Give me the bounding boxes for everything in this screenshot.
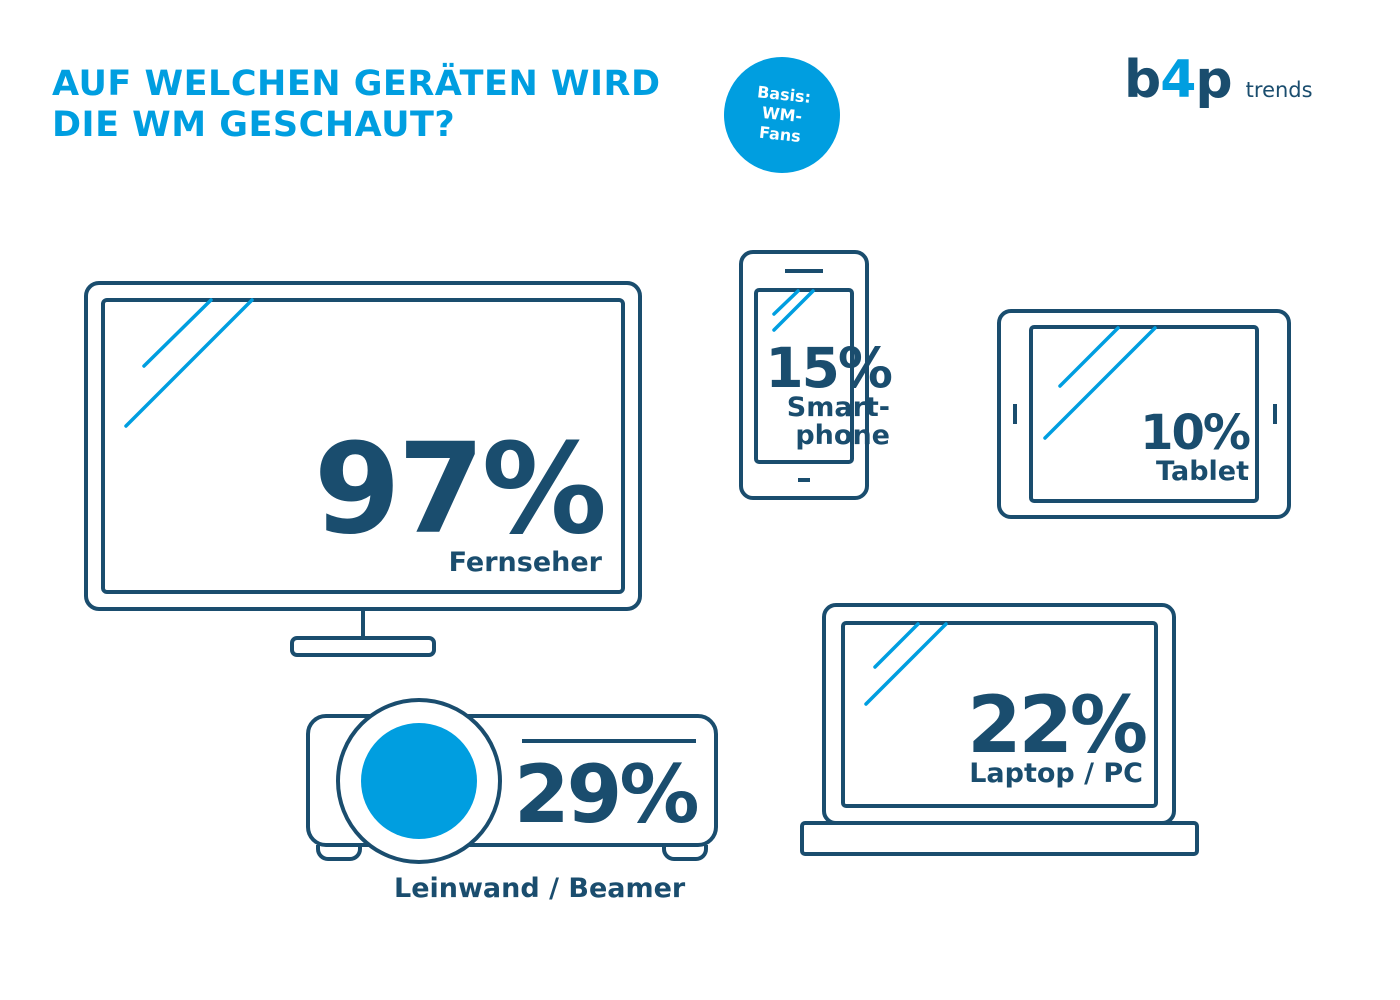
tablet-icon <box>997 309 1291 519</box>
laptop-icon <box>800 603 1199 856</box>
tv-icon <box>84 281 642 657</box>
logo-4: 4 <box>1160 50 1196 110</box>
laptop-label: Laptop / PC <box>969 758 1143 789</box>
tablet-percent: 10% <box>1140 405 1251 461</box>
tv-label: Fernseher <box>448 547 602 578</box>
projector-label: Leinwand / Beamer <box>394 873 686 904</box>
b4p-logo: b4p trends <box>1124 50 1313 120</box>
smartphone-label-line-1: Smart- <box>786 392 890 423</box>
logo-p: p <box>1195 50 1232 110</box>
tv-percent: 97% <box>313 417 607 562</box>
smartphone-icon <box>739 250 869 500</box>
projector-lens <box>361 723 477 839</box>
title-line-2: DIE WM GESCHAUT? <box>52 105 456 145</box>
reflection-lines <box>124 289 1157 706</box>
logo-trends: trends <box>1245 78 1313 102</box>
title-line-1: AUF WELCHEN GERÄTEN WIRD <box>52 64 661 104</box>
laptop-percent: 22% <box>967 681 1148 771</box>
smartphone-label-line-2: phone <box>795 420 890 451</box>
page-title: AUF WELCHEN GERÄTEN WIRD DIE WM GESCHAUT… <box>52 64 661 146</box>
logo-mark: b4p <box>1124 50 1233 110</box>
tablet-label: Tablet <box>1156 456 1249 487</box>
projector-percent: 29% <box>514 748 699 841</box>
smartphone-percent: 15% <box>765 336 893 400</box>
logo-b: b <box>1124 50 1161 110</box>
